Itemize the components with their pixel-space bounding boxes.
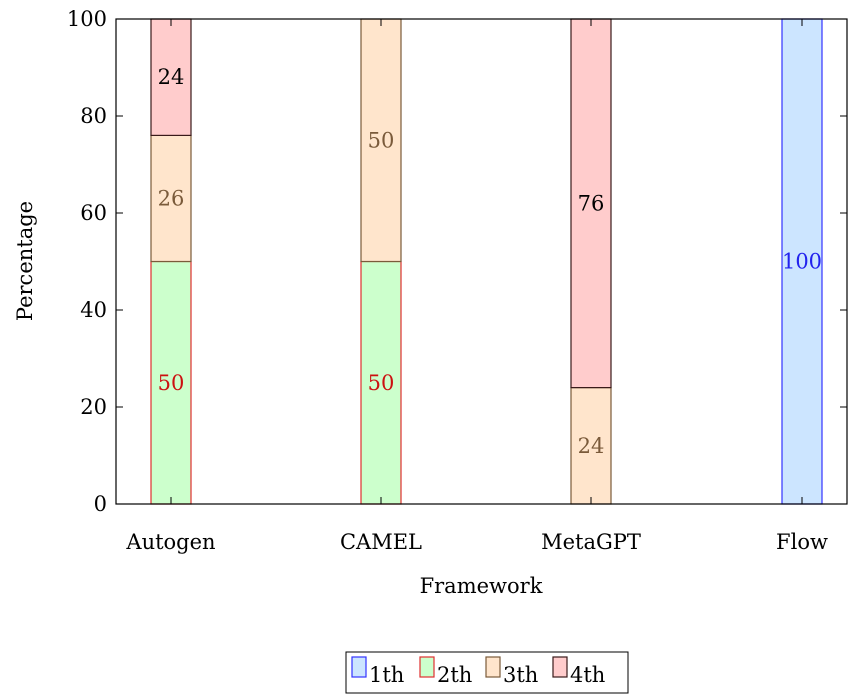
legend-label-4th: 4th — [570, 663, 605, 687]
y-axis-title: Percentage — [13, 201, 37, 321]
data-label-autogen-3th: 26 — [158, 186, 185, 210]
data-label-flow-1th: 100 — [782, 250, 822, 274]
data-label-camel-3th: 50 — [368, 128, 395, 152]
x-axis-ticks: Autogen CAMEL MetaGPT Flow — [125, 19, 828, 554]
data-label-autogen-4th: 24 — [158, 65, 185, 89]
plot-frame — [115, 18, 848, 505]
y-axis-ticks: 0 20 40 60 80 100 — [67, 7, 847, 516]
legend-label-2th: 2th — [437, 663, 472, 687]
bar-metagpt-4th — [570, 18, 612, 389]
legend-swatch-4th — [552, 656, 568, 678]
legend-swatch-1th — [351, 656, 367, 678]
y-tick-label: 40 — [80, 298, 107, 322]
data-label-metagpt-3th: 24 — [578, 434, 605, 458]
bars-layer — [150, 18, 823, 505]
y-tick-label: 0 — [94, 492, 107, 516]
bar-autogen-3th — [150, 134, 192, 263]
x-tick-label-metagpt: MetaGPT — [541, 530, 641, 554]
bar-flow-1th — [781, 18, 823, 505]
bar-camel-2th — [360, 260, 402, 505]
x-tick-label-flow: Flow — [776, 530, 828, 554]
bar-autogen-2th — [150, 260, 192, 505]
legend-label-3th: 3th — [503, 663, 538, 687]
x-tick-label-camel: CAMEL — [340, 530, 422, 554]
bar-camel-3th — [360, 18, 402, 263]
data-label-metagpt-4th: 76 — [578, 191, 605, 215]
bar-metagpt-3th — [570, 387, 612, 505]
legend-swatch-2th — [419, 656, 435, 678]
y-tick-label: 60 — [80, 201, 107, 225]
bar-labels-layer: 50 26 24 50 50 24 76 100 — [158, 65, 822, 458]
legend: 1th 2th 3th 4th — [345, 651, 629, 694]
data-label-autogen-2th: 50 — [158, 371, 185, 395]
x-tick-label-autogen: Autogen — [125, 530, 215, 554]
legend-swatch-3th — [485, 656, 501, 678]
y-tick-label: 20 — [80, 395, 107, 419]
legend-label-1th: 1th — [369, 663, 404, 687]
y-tick-label: 100 — [67, 7, 107, 31]
y-tick-label: 80 — [80, 104, 107, 128]
x-axis-title: Framework — [420, 574, 543, 598]
data-label-camel-2th: 50 — [368, 371, 395, 395]
